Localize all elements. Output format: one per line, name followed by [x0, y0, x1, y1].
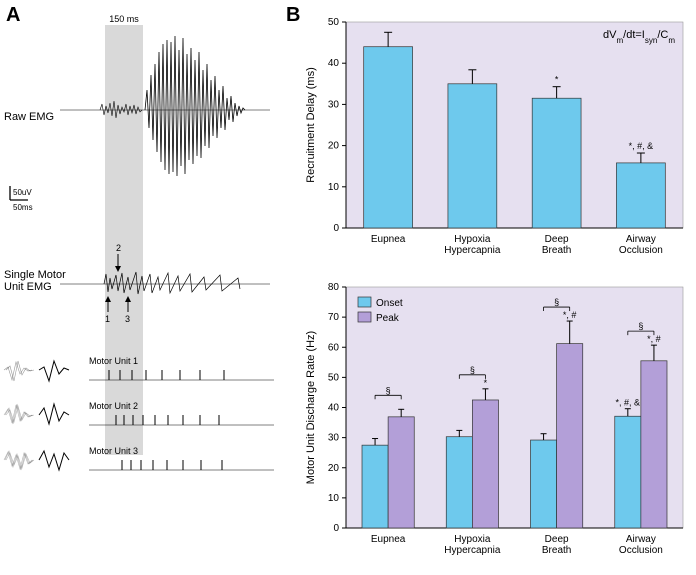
sig-marker: *, #, &	[616, 398, 641, 408]
svg-text:3: 3	[125, 314, 130, 324]
mu1-label: Motor Unit 1	[89, 356, 138, 366]
ytick: 30	[328, 99, 340, 110]
ytick: 80	[328, 282, 340, 293]
ytick: 10	[328, 493, 340, 504]
ytick: 0	[333, 223, 339, 234]
category-label: Deep	[545, 234, 569, 245]
mu3-waveforms	[4, 451, 69, 470]
ytick: 20	[328, 141, 340, 152]
bar	[532, 98, 581, 228]
ytick: 20	[328, 463, 340, 474]
ytick: 10	[328, 182, 340, 193]
category-label: Airway	[626, 534, 656, 545]
legend-swatch	[358, 297, 371, 307]
raw-emg-label: Raw EMG	[4, 111, 54, 123]
ytick: 50	[328, 17, 340, 28]
pair-sig: §	[638, 321, 643, 331]
category-label: Deep	[545, 534, 569, 545]
legend-label: Onset	[376, 298, 403, 309]
shaded-region	[105, 25, 143, 455]
ytick: 40	[328, 403, 340, 414]
smu-label: Single Motor Unit EMG	[4, 269, 69, 293]
bar	[641, 361, 667, 528]
panel-b: B 01020304050Recruitment Delay (ms)Eupne…	[286, 0, 696, 575]
category-label: Occlusion	[619, 545, 663, 556]
category-label: Hypercapnia	[444, 245, 501, 256]
category-label: Eupnea	[371, 534, 406, 545]
sig-marker: *, #	[647, 334, 661, 344]
category-label: Occlusion	[619, 245, 663, 256]
ytick: 40	[328, 58, 340, 69]
mu2-label: Motor Unit 2	[89, 401, 138, 411]
svg-text:1: 1	[105, 314, 110, 324]
sig-marker: *	[484, 378, 488, 388]
bar	[362, 445, 388, 528]
mu3-raster	[122, 460, 222, 470]
bar	[364, 47, 413, 228]
category-label: Hypoxia	[454, 234, 491, 245]
ytick: 50	[328, 372, 340, 383]
raw-emg-trace	[60, 36, 270, 176]
category-label: Breath	[542, 545, 571, 556]
panel-a: A 150 ms Raw EMG 50uV 50ms Single Motor	[0, 0, 286, 575]
scale-v: 50uV	[13, 188, 32, 197]
bar	[616, 163, 665, 228]
sig-marker: *	[555, 75, 559, 85]
bar	[557, 344, 583, 528]
ytick: 60	[328, 342, 340, 353]
mu3-label: Motor Unit 3	[89, 446, 138, 456]
scale-t: 50ms	[13, 203, 33, 212]
category-label: Breath	[542, 245, 571, 256]
bar	[448, 84, 497, 228]
sig-marker: *, #	[563, 310, 577, 320]
sig-marker: *, #, &	[629, 141, 654, 151]
legend-label: Peak	[376, 313, 400, 324]
shaded-label: 150 ms	[109, 14, 139, 24]
ytick: 30	[328, 433, 340, 444]
category-label: Hypoxia	[454, 534, 491, 545]
ytick: 70	[328, 312, 340, 323]
pair-sig: §	[470, 365, 475, 375]
svg-text:2: 2	[116, 243, 121, 253]
y-axis-label: Motor Unit Discharge Rate (Hz)	[305, 331, 317, 484]
recruitment-delay-chart: 0 10 20 30 40 50 Recruitment Delay (ms) Eupnea H…	[298, 10, 693, 270]
discharge-rate-chart: 0 10 20 30 40 50 60 70 80 Motor Unit Discharge Ra…	[298, 275, 693, 570]
bar	[388, 417, 414, 528]
bar	[615, 416, 641, 528]
mu2-waveforms	[4, 404, 69, 424]
scale-bar: 50uV 50ms	[10, 186, 33, 212]
legend-swatch	[358, 312, 371, 322]
mu1-waveforms	[4, 361, 69, 381]
pair-sig: §	[386, 385, 391, 395]
y-axis-label: Recruitment Delay (ms)	[305, 67, 317, 183]
category-label: Airway	[626, 234, 656, 245]
category-label: Eupnea	[371, 234, 406, 245]
pair-sig: §	[554, 297, 559, 307]
bar	[446, 437, 472, 528]
bar	[531, 440, 557, 528]
ytick: 0	[333, 523, 339, 534]
bar	[472, 400, 498, 528]
category-label: Hypercapnia	[444, 545, 501, 556]
smu-trace	[60, 272, 270, 294]
